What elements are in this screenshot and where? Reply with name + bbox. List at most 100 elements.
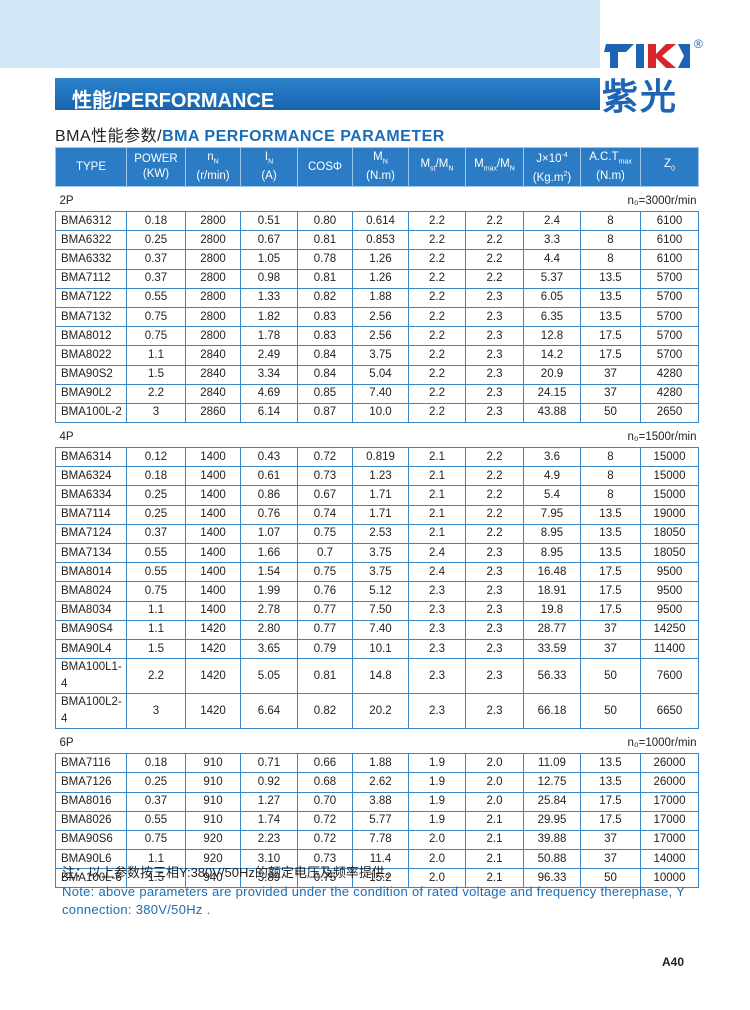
value-cell: 33.59 (523, 638, 581, 660)
value-cell: 0.81 (297, 658, 353, 695)
value-cell: 11400 (640, 638, 699, 660)
header-line: (N.m) (353, 169, 408, 184)
model-cell: BMA90L4 (55, 638, 127, 660)
value-cell: 4.4 (523, 249, 581, 270)
section-speed: n₀=1500r/min (627, 431, 697, 444)
value-cell: 50.88 (523, 849, 581, 870)
header-text: M (420, 158, 431, 171)
value-cell: 6.14 (240, 402, 298, 424)
value-cell: 0.25 (126, 504, 186, 525)
note-en: Note: above parameters are provided unde… (62, 884, 685, 917)
header-line: Mmax/MN (466, 157, 523, 176)
model-cell: BMA7126 (55, 772, 127, 793)
value-cell: 0.75 (126, 829, 186, 851)
header-line: nN (186, 150, 240, 169)
value-cell: 2.23 (240, 829, 298, 851)
data-row: BMA90L4 1.5 1420 3.65 0.79 10.1 2.3 2.3 33.59 37 1… (55, 638, 699, 660)
value-cell: 1420 (185, 693, 241, 730)
value-cell: 25.84 (523, 791, 581, 812)
value-cell: 2.3 (465, 581, 524, 602)
data-row: BMA6312 0.18 2800 0.51 0.80 0.614 2.2 2.2 2.4 8 61… (55, 210, 699, 232)
value-cell: 2.78 (240, 600, 298, 621)
value-cell: 5.77 (352, 810, 409, 831)
value-cell: 1.23 (352, 466, 409, 487)
value-cell: 0.71 (240, 753, 298, 774)
value-cell: 3.88 (352, 791, 409, 812)
value-cell: 7.50 (352, 600, 409, 621)
value-cell: 0.75 (297, 868, 353, 889)
header-text: -4 (561, 152, 568, 160)
value-cell: 9500 (640, 562, 699, 583)
header-text: N (509, 165, 515, 173)
value-cell: 17000 (640, 791, 699, 812)
value-cell: 0.67 (240, 230, 298, 251)
value-cell: 0.18 (126, 210, 186, 232)
header-text: A.C.T (589, 150, 619, 163)
value-cell: 2800 (185, 326, 241, 347)
value-cell: 2.3 (465, 402, 524, 424)
value-cell: 1400 (185, 447, 241, 468)
model-cell: BMA7114 (55, 504, 127, 525)
logo-mark (604, 44, 690, 68)
value-cell: 1.5 (126, 868, 186, 889)
section-heading: 4P n₀=1500r/min (56, 429, 699, 447)
value-cell: 0.79 (297, 638, 353, 660)
model-cell: BMA7116 (55, 753, 127, 774)
value-cell: 2.62 (352, 772, 409, 793)
column-header: J×10-4 (Kg.m2) (523, 147, 581, 187)
value-cell: 1.1 (126, 345, 186, 366)
value-cell: 0.819 (352, 447, 409, 468)
value-cell: 6650 (640, 693, 699, 730)
header-text: J×10 (536, 153, 562, 165)
data-row: BMA7116 0.18 910 0.71 0.66 1.88 1.9 2.0 11.09 13.… (55, 753, 699, 774)
header-line: Mst/MN (409, 157, 465, 176)
model-cell: BMA90S6 (55, 829, 127, 851)
value-cell: 2.56 (352, 326, 409, 347)
value-cell: 1.9 (408, 772, 466, 793)
value-cell: 0.74 (297, 504, 353, 525)
value-cell: 17.5 (580, 562, 641, 583)
value-cell: 5.12 (352, 581, 409, 602)
value-cell: 0.76 (240, 504, 298, 525)
value-cell: 17.5 (580, 791, 641, 812)
model-cell: BMA6324 (55, 466, 127, 487)
header-line: J×10-4 (524, 148, 580, 167)
value-cell: 39.88 (523, 829, 581, 851)
value-cell: 13.5 (580, 542, 641, 564)
value-cell: 13.5 (580, 268, 641, 289)
data-row: BMA7132 0.75 2800 1.82 0.83 2.56 2.2 2.3 6.35 13.… (55, 306, 699, 328)
value-cell: 5700 (640, 268, 699, 289)
page-number: A40 (662, 955, 685, 969)
value-cell: 4280 (640, 364, 699, 385)
header-text: /M (435, 158, 449, 171)
value-cell: 2.0 (465, 772, 524, 793)
value-cell: 0.85 (297, 383, 353, 404)
value-cell: 0.82 (297, 693, 353, 730)
value-cell: 26000 (640, 753, 699, 774)
column-header: Mmax/MN (465, 147, 524, 187)
value-cell: 19000 (640, 504, 699, 525)
value-cell: 2.2 (126, 658, 186, 695)
header-text: N (268, 158, 274, 166)
value-cell: 18050 (640, 523, 699, 545)
value-cell: 0.75 (126, 581, 186, 602)
value-cell: 37 (580, 638, 641, 660)
value-cell: 1400 (185, 466, 241, 487)
value-cell: 0.37 (126, 791, 186, 812)
value-cell: 2.3 (465, 638, 524, 660)
value-cell: 10.1 (352, 638, 409, 660)
value-cell: 43.88 (523, 402, 581, 424)
value-cell: 0.25 (126, 230, 186, 251)
value-cell: 1.74 (240, 810, 298, 831)
value-cell: 20.2 (352, 693, 409, 730)
value-cell: 2.1 (408, 447, 466, 468)
data-row: BMA100L-2 3 2860 6.14 0.87 10.0 2.2 2.3 43.88 50 2… (55, 402, 699, 424)
value-cell: 0.75 (297, 562, 353, 583)
value-cell: 1.82 (240, 306, 298, 328)
value-cell: 2.3 (465, 693, 524, 730)
model-cell: BMA8012 (55, 326, 127, 347)
value-cell: 0.73 (297, 849, 353, 870)
value-cell: 0.77 (297, 600, 353, 621)
value-cell: 2.53 (352, 523, 409, 545)
value-cell: 8 (580, 249, 641, 270)
